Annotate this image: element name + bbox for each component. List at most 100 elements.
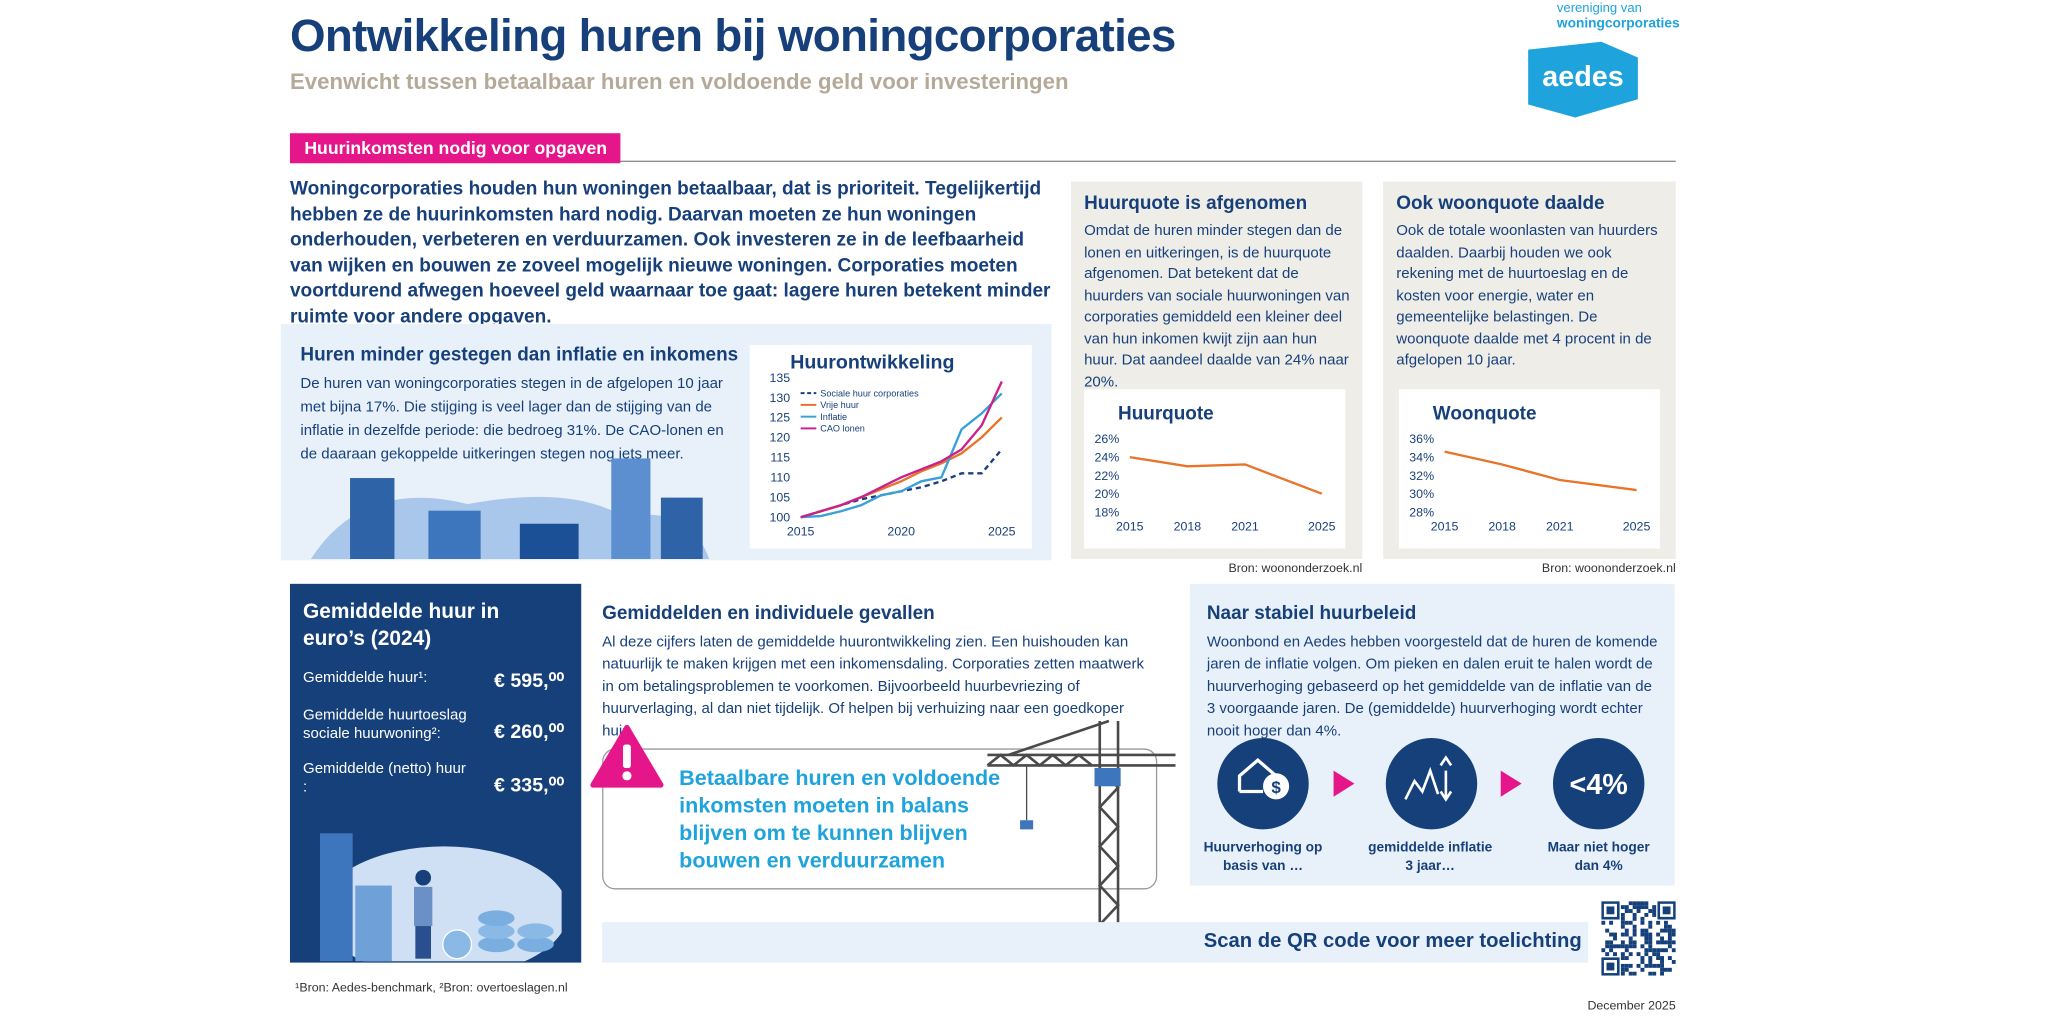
qr-cell	[1620, 940, 1625, 945]
qr-bar	[602, 922, 1589, 963]
crane	[986, 719, 1176, 956]
legend-label: Sociale huur corporaties	[820, 388, 919, 398]
qr-cell	[1663, 924, 1668, 929]
exclamation	[623, 744, 631, 768]
qr-cell	[1660, 928, 1664, 933]
qr-code	[1601, 901, 1676, 976]
y-tick-label: 28%	[1409, 505, 1434, 519]
qr-cell	[1648, 944, 1653, 949]
qr-cell	[1620, 971, 1625, 976]
qr-cell	[1609, 920, 1614, 925]
x-tick-label: 2018	[1174, 519, 1202, 533]
row-label: Gemiddelde huur¹:	[303, 670, 428, 686]
qr-cell	[1667, 928, 1672, 933]
qr-cell	[1620, 920, 1625, 925]
crane-cable	[1007, 719, 1110, 757]
qr-cell	[1628, 940, 1633, 945]
logo-bottom: woningcorporaties	[1556, 15, 1680, 32]
qr-cell	[1613, 952, 1617, 957]
qr-cell	[1667, 967, 1672, 972]
huurquote-title: Huurquote is afgenomen	[1084, 193, 1308, 215]
qr-cell	[1620, 912, 1625, 917]
hook-load	[1020, 820, 1034, 830]
qr-cell	[1624, 963, 1629, 968]
qr-cell	[1648, 956, 1653, 960]
qr-cell	[1624, 932, 1629, 937]
coin	[517, 936, 554, 953]
qr-cell	[1624, 920, 1629, 925]
qr-cell	[1644, 948, 1649, 953]
chart-title: Huurquote	[1118, 403, 1214, 424]
qr-cell	[1632, 944, 1637, 949]
money-illustration	[319, 833, 562, 962]
chart-title: Huurontwikkeling	[790, 351, 954, 373]
coin	[478, 910, 515, 927]
coin-icon	[1263, 773, 1290, 800]
qr-cell	[1644, 901, 1649, 906]
chart-card	[749, 344, 1032, 549]
qr-cell	[1632, 905, 1637, 910]
gevallen-text: Al deze cijfers laten de gemiddelde huur…	[602, 634, 1144, 740]
step-arrow	[1333, 770, 1355, 797]
intro: Woningcorporaties houden hun woningen be…	[289, 178, 1051, 328]
qr-cell	[1620, 952, 1625, 957]
qr-cell	[1628, 963, 1633, 968]
qr-cell	[1620, 944, 1625, 949]
building	[660, 497, 703, 560]
qr-cell	[1605, 944, 1610, 949]
line-series	[800, 392, 1003, 519]
qr-cell	[1660, 963, 1664, 968]
building	[319, 833, 353, 962]
huren-title: Huren minder gestegen dan inflatie en in…	[300, 344, 739, 366]
qr-cell	[1644, 952, 1649, 957]
qr-cell	[1628, 909, 1633, 913]
row-value: € 595,⁰⁰	[494, 670, 565, 693]
qr-cell	[1663, 967, 1668, 972]
section-rule	[620, 160, 1676, 162]
step-circle	[1552, 737, 1645, 830]
y-tick-label: 135	[770, 371, 791, 385]
qr-cell	[1652, 905, 1657, 910]
exclamation-dot	[622, 771, 632, 781]
y-tick-label: 18%	[1095, 505, 1120, 519]
qr-cell	[1640, 932, 1645, 937]
person-body	[414, 886, 433, 927]
qr-cell	[1616, 944, 1621, 949]
y-tick-label: 34%	[1409, 450, 1434, 464]
x-tick-label: 2021	[1231, 519, 1259, 533]
qr-cell	[1636, 963, 1641, 968]
dollar-sign: $	[1271, 778, 1281, 797]
houses-illustration	[310, 458, 710, 560]
step-arrow	[1500, 770, 1522, 797]
logo-text: aedes	[1542, 61, 1623, 93]
callout-box	[602, 748, 1158, 890]
qr-cell	[1632, 912, 1637, 917]
qr-cell	[1620, 916, 1625, 921]
qr-cell	[1640, 956, 1645, 960]
row-value: € 335,⁰⁰	[494, 774, 565, 797]
qr-cell	[1640, 944, 1645, 949]
y-tick-label: 24%	[1095, 450, 1120, 464]
step-label: Huurverhoging op basis van …	[1203, 839, 1323, 874]
qr-cell	[1640, 901, 1645, 906]
date: December 2025	[1587, 999, 1676, 1014]
coin	[478, 923, 515, 940]
qr-cell	[1648, 940, 1653, 945]
qr-cell	[1671, 940, 1676, 945]
source: Bron: woononderzoek.nl	[1541, 561, 1676, 576]
legend-label: Vrije huur	[820, 400, 859, 410]
building	[611, 458, 651, 560]
section-bar	[289, 133, 621, 164]
step-label: gemiddelde inflatie 3 jaar…	[1368, 839, 1493, 874]
qr-cell	[1644, 940, 1649, 945]
qr-cell	[1628, 901, 1633, 906]
source: Bron: woononderzoek.nl	[1228, 561, 1363, 576]
x-tick-label: 2015	[787, 525, 815, 539]
row-value: € 260,⁰⁰	[494, 720, 565, 744]
qr-cell	[1656, 940, 1661, 945]
qr-cell	[1632, 924, 1637, 929]
qr-cell	[1613, 936, 1617, 941]
line-series	[800, 380, 1003, 519]
row-label: Gemiddelde (netto) huur :	[303, 761, 466, 796]
chart-card	[1398, 389, 1661, 549]
